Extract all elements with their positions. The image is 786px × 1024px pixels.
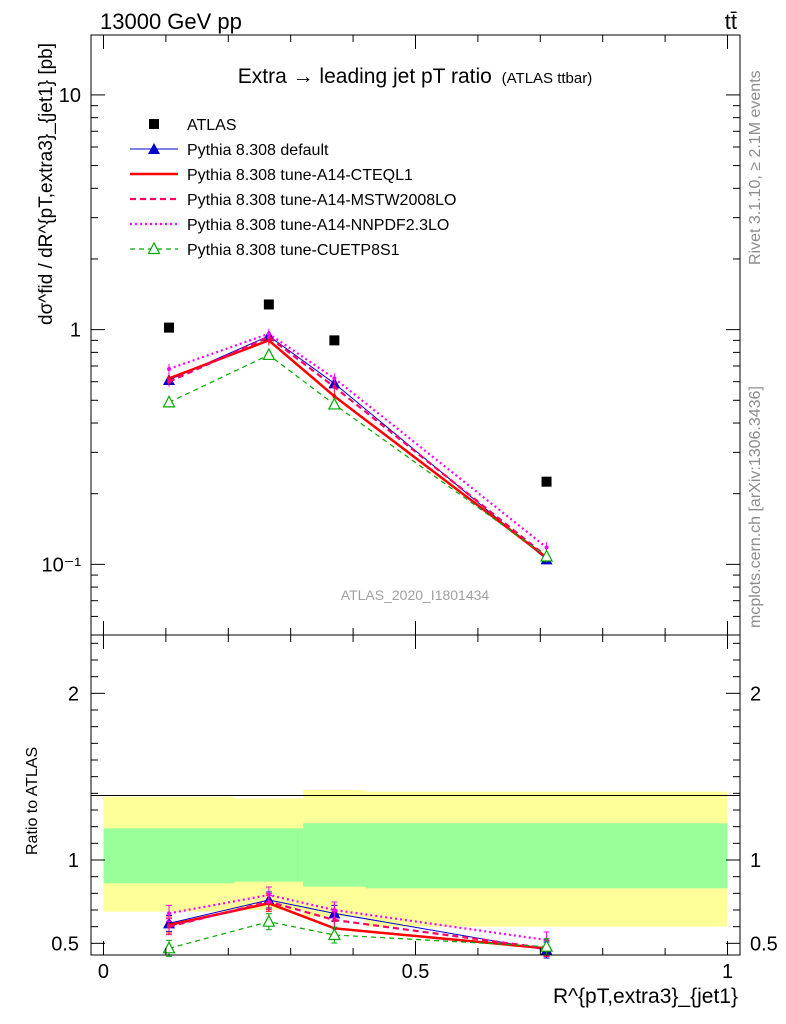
ratio-y-tick-label: 2 xyxy=(68,683,79,705)
data-point xyxy=(332,394,337,399)
uncertainty-band-inner xyxy=(303,823,366,887)
series-line-pythia-8-308-tune-cuetp8s1 xyxy=(168,354,547,557)
ratio-point xyxy=(266,893,271,897)
series-pythia-8-308-tune-a14-nnpdf2-3lo xyxy=(167,328,549,553)
ratio-point xyxy=(167,911,172,916)
main-y-axis-label: dσ^fid / dR^{pT,extra3}_{jet1} [pb] xyxy=(36,43,57,325)
ratio-line-pythia-8-308-tune-cuetp8s1 xyxy=(168,921,547,949)
data-point xyxy=(162,395,176,408)
data-point xyxy=(167,366,172,371)
site-label: mcplots.cern.ch [arXiv:1306.3436] xyxy=(747,386,764,628)
series-line-pythia-8-308-tune-a14-cteql1 xyxy=(168,338,548,559)
ratio-point xyxy=(167,924,172,929)
data-point xyxy=(329,335,340,346)
series-pythia-8-308-tune-a14-cteql1 xyxy=(167,335,549,563)
legend-marker xyxy=(148,143,160,154)
legend-label: Pythia 8.308 tune-A14-CTEQL1 xyxy=(187,167,413,184)
legend-label: Pythia 8.308 default xyxy=(187,142,329,159)
legend-entry-pythia-8-308-default: Pythia 8.308 default xyxy=(130,142,329,159)
ratio-line-pythia-8-308-default xyxy=(168,899,547,951)
ratio-line-pythia-8-308-tune-a14-nnpdf2-3lo xyxy=(168,893,547,942)
ratio-y-axis-label: Ratio to ATLAS xyxy=(24,747,41,855)
watermark: ATLAS_2020_I1801434 xyxy=(341,587,490,603)
data-point xyxy=(266,331,271,336)
main-title: Extra → leading jet pT ratio (ATLAS ttba… xyxy=(238,65,593,88)
uncertainty-band-inner xyxy=(234,828,304,882)
data-point xyxy=(332,384,337,389)
legend-entry-atlas: ATLAS xyxy=(149,117,237,134)
y-tick-label: 10⁻¹ xyxy=(42,554,82,576)
ratio-point xyxy=(332,918,337,922)
legend-label: Pythia 8.308 tune-A14-NNPDF2.3LO xyxy=(187,217,449,234)
main-series-group xyxy=(162,299,554,565)
data-point xyxy=(167,379,172,384)
legend-marker xyxy=(147,241,161,255)
main-axis-ticks: 10⁻¹ 1 10 xyxy=(42,35,740,636)
ratio-y-tick-label-right: 0.5 xyxy=(750,933,778,955)
x-tick-label: 0 xyxy=(98,961,109,983)
series-line-pythia-8-308-default xyxy=(168,335,547,560)
ratio-point xyxy=(540,939,554,952)
data-point xyxy=(332,376,337,381)
rivet-label: Rivet 3.1.10, ≥ 2.1M events xyxy=(747,70,764,265)
legend-label: Pythia 8.308 tune-CUETP8S1 xyxy=(187,242,400,259)
x-tick-label: 0.5 xyxy=(402,961,430,983)
legend: ATLAS Pythia 8.308 default Pythia 8.308 tu… xyxy=(130,117,456,259)
ratio-bands xyxy=(103,790,728,927)
ratio-line-pythia-8-308-tune-a14-mstw2008lo xyxy=(168,900,547,950)
uncertainty-band-inner xyxy=(365,823,728,889)
ratio-panel: 0.5 0.5 1 1 2 2 0 0.5 1 Ratio to ATLAS R^{pT,ext… xyxy=(24,634,778,1008)
y-tick-label: 10 xyxy=(59,85,81,107)
series-line-pythia-8-308-tune-a14-nnpdf2-3lo xyxy=(168,332,548,549)
y-axis-label-text: dσ^fid / dR^{pT,extra3}_{jet1} [pb] xyxy=(36,43,57,325)
data-point xyxy=(541,476,552,487)
x-axis-label: R^{pT,extra3}_{jet1} xyxy=(553,985,738,1008)
ratio-y-tick-label-right: 2 xyxy=(750,683,761,705)
x-tick-label: 1 xyxy=(722,961,733,983)
ratio-axis-ticks: 0.5 0.5 1 1 2 2 0 0.5 1 xyxy=(51,635,778,983)
data-point xyxy=(262,347,276,361)
legend-entry-pythia-8-308-tune-cuetp8s1: Pythia 8.308 tune-CUETP8S1 xyxy=(130,241,400,259)
data-point xyxy=(540,549,554,562)
ratio-series-pythia-8-308-tune-a14-nnpdf2-3lo xyxy=(166,886,550,949)
legend-entry-pythia-8-308-tune-a14-mstw2008lo: Pythia 8.308 tune-A14-MSTW2008LO xyxy=(130,192,456,209)
data-point xyxy=(263,299,274,310)
main-title-text: Extra → leading jet pT ratio xyxy=(238,65,492,88)
uncertainty-band-inner xyxy=(103,828,235,884)
ratio-point xyxy=(327,927,341,941)
legend-marker xyxy=(149,119,159,129)
y-tick-label: 1 xyxy=(70,320,81,342)
ratio-frame xyxy=(90,634,741,956)
series-pythia-8-308-default xyxy=(163,329,553,565)
data-point xyxy=(327,397,341,410)
series-line-pythia-8-308-tune-a14-mstw2008lo xyxy=(168,335,548,558)
series-pythia-8-308-tune-cuetp8s1 xyxy=(162,347,554,562)
data-point xyxy=(164,322,175,333)
ratio-y-tick-label: 1 xyxy=(68,850,79,872)
ratio-y-tick-label: 0.5 xyxy=(51,933,79,955)
series-atlas xyxy=(164,299,552,487)
header-right: tt̄ xyxy=(725,9,737,34)
ratio-point xyxy=(262,914,276,927)
series-pythia-8-308-tune-a14-mstw2008lo xyxy=(167,332,549,562)
ratio-y-tick-label-right: 1 xyxy=(750,850,761,872)
svg-text:Extra → leading jet pT ratio: Extra → leading jet pT ratio (ATLAS ttba… xyxy=(238,65,593,88)
legend-label: Pythia 8.308 tune-A14-MSTW2008LO xyxy=(187,192,456,209)
legend-entry-pythia-8-308-tune-a14-cteql1: Pythia 8.308 tune-A14-CTEQL1 xyxy=(130,167,413,184)
legend-label: ATLAS xyxy=(187,117,237,134)
data-point xyxy=(544,545,549,550)
header-left: 13000 GeV pp xyxy=(100,9,242,34)
ratio-point xyxy=(332,908,337,912)
ratio-series-group xyxy=(162,886,554,959)
main-panel: ATLAS_2020_I1801434 10⁻¹ 1 10 Extra → lead… xyxy=(36,34,741,636)
main-subtitle: (ATLAS ttbar) xyxy=(502,70,593,87)
legend-entry-pythia-8-308-tune-a14-nnpdf2-3lo: Pythia 8.308 tune-A14-NNPDF2.3LO xyxy=(130,217,449,234)
